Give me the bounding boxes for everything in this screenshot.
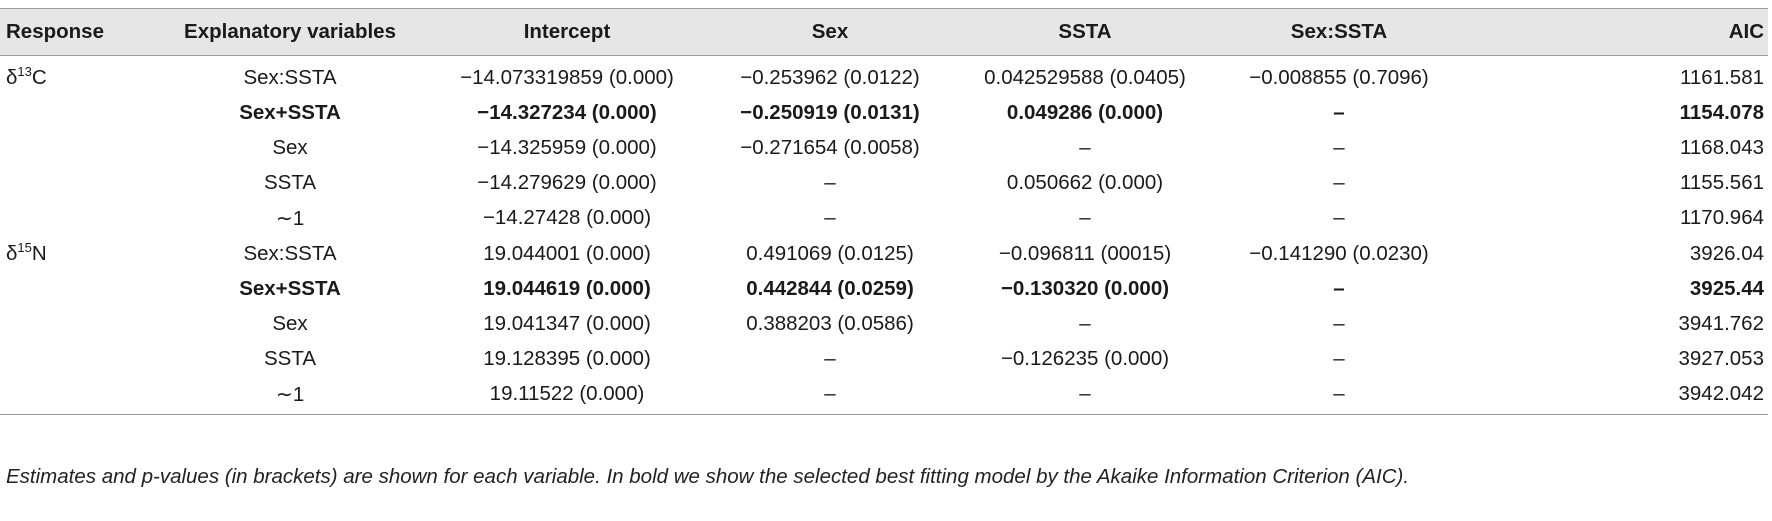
cell-explanatory: Sex+SSTA <box>239 100 341 124</box>
cell-ssta: 0.042529588 (0.0405) <box>984 65 1186 89</box>
cell-intercept: 19.044001 (0.000) <box>483 241 651 265</box>
cell-intercept: −14.27428 (0.000) <box>482 206 652 230</box>
cell-sex: −0.253962 (0.0122) <box>740 65 920 89</box>
cell-sex: 0.491069 (0.0125) <box>746 241 914 265</box>
cell-ssta: – <box>1079 135 1091 159</box>
cell-response <box>0 342 142 377</box>
cell-response <box>0 306 142 341</box>
cell-ssta: −0.130320 (0.000) <box>1000 276 1170 300</box>
table-row: SSTA −14.279629 (0.000) – 0.050662 (0.000) –… <box>0 166 1768 201</box>
table-footnote: Estimates and p-values (in brackets) are… <box>6 465 1410 488</box>
cell-response <box>0 271 142 306</box>
cell-ssta: 0.050662 (0.000) <box>1006 171 1164 195</box>
cell-intercept: 19.041347 (0.000) <box>483 311 651 335</box>
cell-intercept: 19.044619 (0.000) <box>483 276 651 300</box>
cell-sex: 0.442844 (0.0259) <box>746 276 914 300</box>
cell-ssta: −0.096811 (00015) <box>998 241 1172 265</box>
response-isotope-mass: 13 <box>17 63 32 79</box>
cell-explanatory: ∼1 <box>142 376 438 415</box>
cell-response: δ15N <box>0 236 142 271</box>
header-ssta: SSTA <box>964 8 1206 56</box>
cell-sex-ssta: −0.008855 (0.7096) <box>1249 65 1429 89</box>
response-symbol: δ <box>6 65 18 89</box>
cell-intercept: −14.325959 (0.000) <box>477 135 657 159</box>
cell-response <box>0 95 142 130</box>
table-row: δ13C Sex:SSTA −14.073319859 (0.000) −0.2539… <box>0 56 1768 96</box>
cell-sex-ssta: – <box>1333 100 1345 124</box>
cell-intercept: 19.11522 (0.000) <box>438 376 696 415</box>
cell-sex-ssta: – <box>1333 171 1345 195</box>
header-sex: Sex <box>696 8 964 56</box>
cell-aic: 1170.964 <box>1680 206 1764 230</box>
cell-aic: 3925.44 <box>1689 276 1764 300</box>
cell-response <box>0 376 142 415</box>
cell-sex-ssta: – <box>1333 135 1345 159</box>
cell-aic: 1155.561 <box>1680 171 1764 195</box>
cell-explanatory: Sex:SSTA <box>243 65 337 89</box>
cell-response: δ13C <box>0 56 142 96</box>
cell-aic: 3941.762 <box>1678 311 1764 335</box>
header-row: Response Explanatory variables Intercept… <box>0 8 1768 56</box>
cell-sex: – <box>824 347 836 371</box>
response-element: C <box>31 65 47 89</box>
cell-ssta: – <box>964 376 1206 415</box>
header-response: Response <box>0 8 142 56</box>
header-intercept: Intercept <box>438 8 696 56</box>
table-row: Sex+SSTA −14.327234 (0.000) −0.250919 (0.0… <box>0 95 1768 130</box>
cell-sex: 0.388203 (0.0586) <box>746 311 914 335</box>
cell-intercept: −14.327234 (0.000) <box>477 100 657 124</box>
cell-ssta: – <box>1079 311 1091 335</box>
cell-aic: 1161.581 <box>1680 65 1764 89</box>
cell-sex-ssta: −0.141290 (0.0230) <box>1249 241 1429 265</box>
header-explanatory-variables: Explanatory variables <box>142 8 438 56</box>
cell-sex: – <box>824 171 836 195</box>
cell-explanatory: Sex:SSTA <box>243 241 337 265</box>
results-table: Response Explanatory variables Intercept… <box>0 8 1768 415</box>
cell-intercept: −14.073319859 (0.000) <box>460 65 674 89</box>
cell-response <box>0 130 142 165</box>
cell-explanatory: SSTA <box>263 347 317 371</box>
cell-sex-ssta: – <box>1333 347 1345 371</box>
table-row: Sex 19.041347 (0.000) 0.388203 (0.0586) – – 3… <box>0 306 1768 341</box>
cell-sex-ssta: – <box>1333 276 1345 300</box>
header-sex-ssta: Sex:SSTA <box>1206 8 1472 56</box>
response-element: N <box>31 241 47 265</box>
header-aic: AIC <box>1472 8 1768 56</box>
cell-response <box>0 166 142 201</box>
cell-sex-ssta: – <box>1333 206 1345 230</box>
cell-ssta: −0.126235 (0.000) <box>1000 347 1170 371</box>
cell-aic: 3942.042 <box>1472 376 1768 415</box>
cell-explanatory: Sex <box>272 311 308 335</box>
table-row: δ15N Sex:SSTA 19.044001 (0.000) 0.491069 (0… <box>0 236 1768 271</box>
table-row: ∼1 19.11522 (0.000) – – –3942.042 <box>0 376 1768 415</box>
table-body: δ13C Sex:SSTA −14.073319859 (0.000) −0.2539… <box>0 56 1768 415</box>
table-row: Sex+SSTA 19.044619 (0.000) 0.442844 (0.025… <box>0 271 1768 306</box>
cell-aic: 1168.043 <box>1680 135 1764 159</box>
response-isotope-mass: 15 <box>17 239 32 255</box>
cell-sex-ssta: – <box>1333 311 1345 335</box>
table-row: SSTA 19.128395 (0.000) – −0.126235 (0.000) –… <box>0 342 1768 377</box>
table-row: ∼1 −14.27428 (0.000) – – – 1170.964 <box>0 201 1768 236</box>
cell-ssta: 0.049286 (0.000) <box>1006 100 1164 124</box>
cell-explanatory: Sex+SSTA <box>239 276 341 300</box>
cell-sex: −0.250919 (0.0131) <box>740 100 920 124</box>
cell-explanatory: Sex <box>272 135 308 159</box>
cell-aic: 3926.04 <box>1689 241 1764 265</box>
cell-intercept: −14.279629 (0.000) <box>477 171 657 195</box>
cell-intercept: 19.128395 (0.000) <box>483 347 651 371</box>
cell-ssta: – <box>1079 206 1091 230</box>
cell-sex: −0.271654 (0.0058) <box>740 135 920 159</box>
cell-sex: – <box>824 206 836 230</box>
cell-sex: – <box>696 376 964 415</box>
cell-sex-ssta: – <box>1206 376 1472 415</box>
cell-aic: 1154.078 <box>1679 100 1764 124</box>
response-symbol: δ <box>6 241 18 265</box>
cell-aic: 3927.053 <box>1678 347 1764 371</box>
cell-explanatory: SSTA <box>263 171 317 195</box>
cell-response <box>0 201 142 236</box>
table-row: Sex −14.325959 (0.000) −0.271654 (0.0058) –… <box>0 130 1768 165</box>
cell-explanatory: ∼1 <box>275 206 305 230</box>
